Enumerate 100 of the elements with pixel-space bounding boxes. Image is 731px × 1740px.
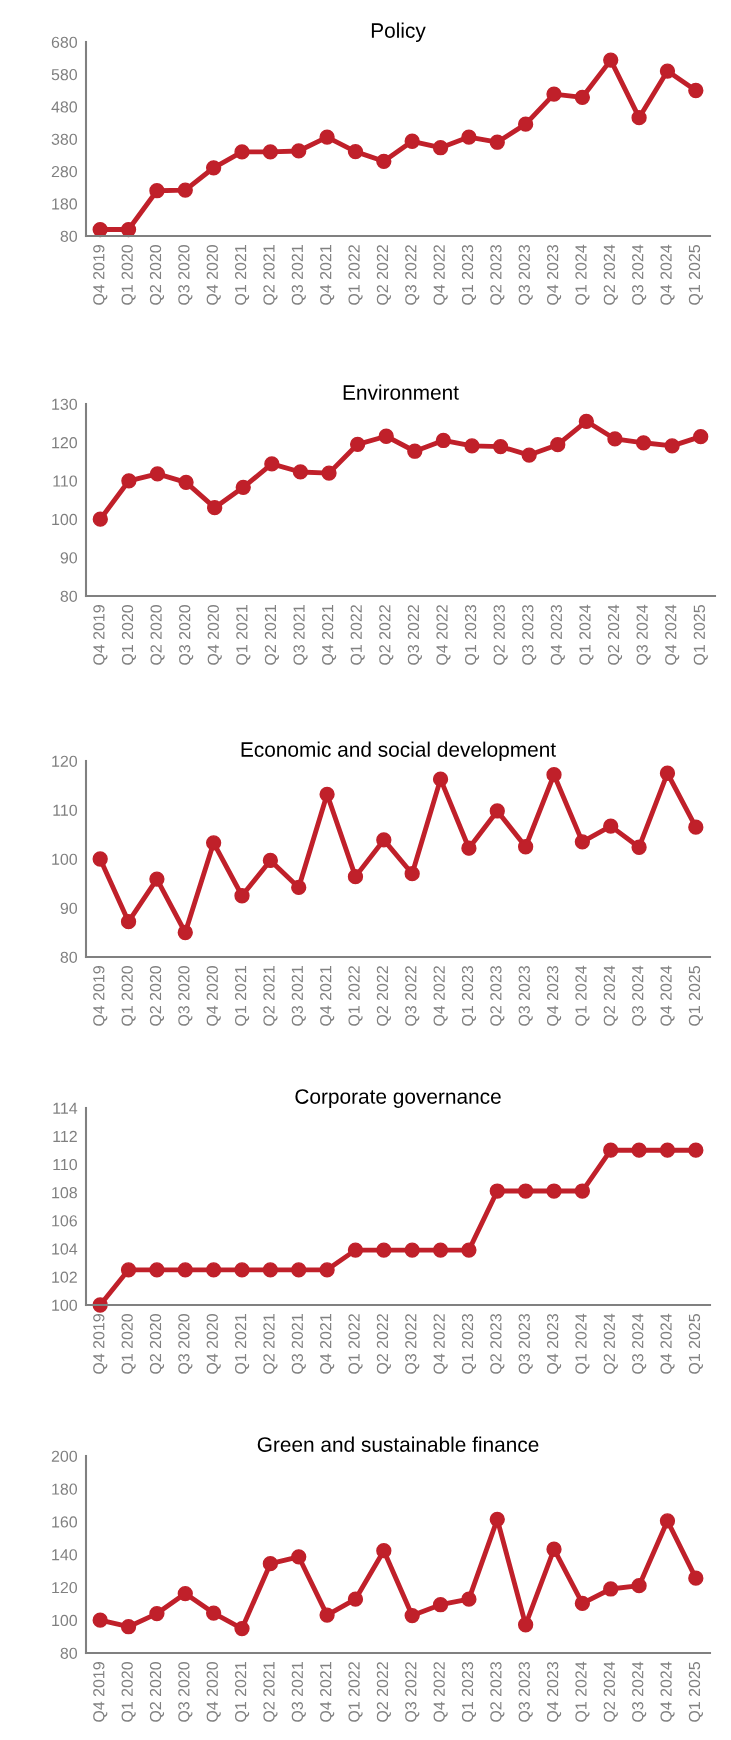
x-tick-label: Q2 2023 [493, 605, 508, 665]
y-tick-label: 680 [51, 36, 78, 48]
x-tick-label: Q1 2023 [461, 1662, 477, 1722]
point [574, 1595, 591, 1612]
y-tick-label: 180 [52, 198, 78, 210]
point [432, 771, 449, 787]
x-tick-label: Q2 2021 [263, 966, 278, 1026]
x-tick-label: Q1 2024 [579, 604, 594, 665]
point [659, 63, 676, 79]
point [574, 834, 591, 850]
x-tick-label: Q3 2022 [405, 1662, 420, 1722]
point [120, 221, 137, 238]
point [407, 443, 423, 459]
chart-title: Green and sustainable finance [257, 1436, 539, 1452]
x-tick-label: Q1 2022 [348, 1314, 363, 1374]
point [121, 473, 137, 489]
chart-title: Economic and social development [241, 741, 556, 761]
y-tick-label: 120 [52, 1581, 78, 1594]
y-tick-label: 100 [52, 513, 78, 526]
point [603, 818, 619, 834]
point [432, 140, 449, 156]
x-tick-label: Q1 2024 [575, 1661, 590, 1722]
point [432, 1597, 449, 1613]
x-tick-label: Q1 2024 [575, 1313, 590, 1374]
y-tick-label: 280 [51, 165, 78, 178]
x-tick-label: Q4 2022 [433, 966, 448, 1026]
y-tick-label: 100 [52, 1299, 78, 1311]
x-tick-label: Q1 2021 [234, 1662, 250, 1722]
point [149, 1605, 165, 1622]
point [461, 1591, 477, 1607]
x-tick-label: Q3 2021 [291, 966, 306, 1026]
x-tick-label: Q2 2023 [490, 1662, 505, 1722]
point [292, 464, 309, 480]
point [635, 435, 652, 451]
x-tick-label: Q2 2024 [607, 604, 623, 665]
point [92, 511, 108, 527]
x-tick-label: Q4 2019 [93, 605, 108, 665]
point [177, 182, 193, 198]
x-tick-label: Q4 2024 [660, 965, 675, 1026]
y-tick-label: 80 [60, 230, 78, 242]
x-tick-label: Q4 2024 [660, 1313, 675, 1374]
point [347, 1591, 364, 1607]
y-tick-label: 160 [52, 1516, 78, 1528]
point [120, 1619, 137, 1635]
x-tick-label: Q4 2021 [320, 245, 335, 305]
x-tick-label: Q3 2021 [291, 1314, 306, 1374]
point [262, 1262, 279, 1278]
x-tick-label: Q4 2020 [207, 604, 222, 665]
y-tick-label: 90 [60, 902, 78, 914]
point [664, 438, 680, 454]
x-tick-label: Q4 2021 [320, 966, 335, 1026]
y-tick-label: 108 [52, 1187, 77, 1199]
point [404, 866, 420, 882]
point [688, 82, 704, 99]
x-tick-label: Q2 2020 [149, 1313, 165, 1374]
point [546, 1183, 562, 1199]
y-tick-label: 110 [53, 1158, 78, 1171]
x-tick-label: Q2 2020 [149, 244, 165, 305]
point [319, 1262, 335, 1278]
x-tick-label: Q2 2022 [376, 1314, 391, 1374]
x-tick-label: Q4 2024 [660, 244, 675, 305]
x-tick-label: Q2 2021 [264, 605, 279, 665]
x-tick-label: Q2 2024 [603, 965, 618, 1026]
x-tick-label: Q1 2023 [461, 1314, 477, 1374]
x-tick-label: Q3 2021 [293, 605, 308, 665]
point [521, 447, 537, 463]
x-tick-label: Q4 2023 [546, 245, 562, 305]
x-tick-label: Q1 2022 [348, 245, 363, 305]
point [149, 466, 166, 482]
point [234, 888, 250, 904]
point [546, 767, 562, 783]
x-tick-label: Q4 2021 [322, 605, 337, 665]
point [688, 1570, 704, 1586]
x-tick-label: Q1 2024 [575, 965, 590, 1026]
point [631, 1578, 647, 1594]
point [378, 428, 394, 444]
point [574, 89, 591, 105]
y-tick-label: 580 [51, 68, 78, 81]
x-tick-label: Q4 2022 [436, 605, 451, 665]
point [149, 183, 165, 199]
x-tick-label: Q3 2024 [632, 1313, 647, 1374]
x-tick-label: Q4 2020 [206, 244, 221, 305]
x-tick-label: Q4 2019 [93, 245, 108, 305]
point [207, 500, 223, 516]
point [319, 786, 335, 802]
point [177, 1585, 193, 1602]
x-tick-label: Q1 2020 [121, 965, 136, 1026]
point [347, 143, 364, 160]
x-tick-label: Q2 2022 [376, 1662, 391, 1722]
x-tick-label: Q4 2023 [546, 966, 562, 1026]
y-tick-label: 80 [60, 1647, 78, 1659]
point [319, 1607, 335, 1623]
x-tick-label: Q4 2023 [550, 605, 565, 665]
point [631, 110, 647, 126]
x-tick-label: Q1 2023 [464, 605, 480, 665]
x-tick-label: Q4 2023 [546, 1662, 562, 1722]
x-tick-label: Q3 2021 [291, 245, 306, 305]
x-tick-label: Q4 2020 [206, 1661, 221, 1722]
x-tick-label: Q3 2023 [518, 1314, 533, 1374]
point [631, 1142, 647, 1158]
